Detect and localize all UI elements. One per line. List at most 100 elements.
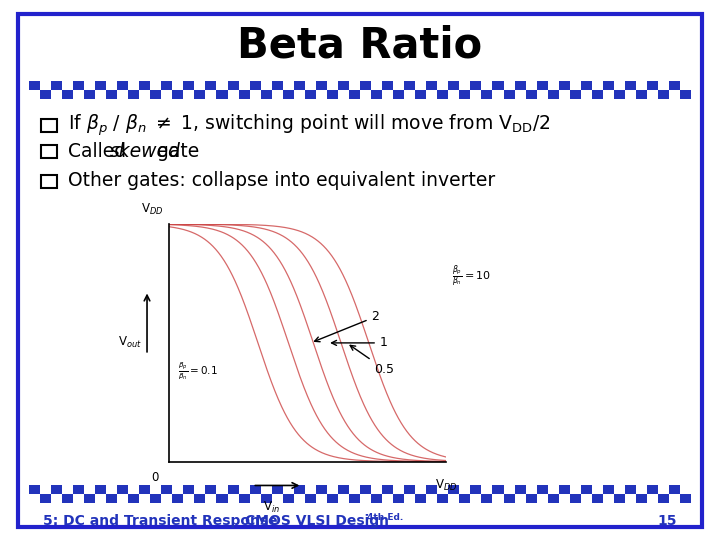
- Text: Called: Called: [68, 141, 132, 161]
- Bar: [559, 90, 570, 99]
- Bar: [515, 81, 526, 90]
- Text: V$_{out}$: V$_{out}$: [119, 335, 143, 350]
- Bar: [581, 495, 592, 503]
- Bar: [614, 495, 625, 503]
- Text: $\frac{\beta_p}{\beta_n}=0.1$: $\frac{\beta_p}{\beta_n}=0.1$: [178, 361, 217, 382]
- Bar: [426, 81, 437, 90]
- Bar: [570, 485, 581, 495]
- Bar: [283, 485, 294, 495]
- Bar: [250, 485, 261, 495]
- Bar: [536, 90, 548, 99]
- Bar: [669, 485, 680, 495]
- Bar: [492, 485, 503, 495]
- Bar: [647, 485, 658, 495]
- Bar: [349, 495, 360, 503]
- Bar: [217, 81, 228, 90]
- Bar: [360, 81, 371, 90]
- Text: 0.5: 0.5: [350, 346, 395, 375]
- Bar: [592, 90, 603, 99]
- Bar: [316, 485, 327, 495]
- Bar: [625, 485, 636, 495]
- Bar: [548, 81, 559, 90]
- Bar: [382, 81, 393, 90]
- Bar: [117, 90, 128, 99]
- Bar: [84, 495, 95, 503]
- Bar: [658, 495, 669, 503]
- Text: 1: 1: [331, 336, 388, 349]
- Text: 5: DC and Transient Response: 5: DC and Transient Response: [43, 514, 278, 528]
- Bar: [349, 81, 360, 90]
- Bar: [316, 495, 327, 503]
- Bar: [228, 485, 238, 495]
- Bar: [603, 485, 614, 495]
- Bar: [548, 495, 559, 503]
- Bar: [680, 90, 691, 99]
- Bar: [205, 90, 217, 99]
- Bar: [194, 495, 205, 503]
- Bar: [536, 485, 548, 495]
- Bar: [29, 81, 40, 90]
- Bar: [492, 90, 503, 99]
- Bar: [404, 90, 415, 99]
- Bar: [250, 495, 261, 503]
- Bar: [459, 90, 470, 99]
- Bar: [459, 485, 470, 495]
- Bar: [217, 495, 228, 503]
- Bar: [338, 485, 349, 495]
- Bar: [261, 90, 271, 99]
- Bar: [548, 485, 559, 495]
- Bar: [559, 495, 570, 503]
- Bar: [161, 90, 172, 99]
- Bar: [95, 81, 106, 90]
- Bar: [470, 495, 482, 503]
- Bar: [228, 90, 238, 99]
- Bar: [217, 90, 228, 99]
- Bar: [536, 81, 548, 90]
- Bar: [271, 485, 283, 495]
- Bar: [470, 90, 482, 99]
- Bar: [73, 81, 84, 90]
- Bar: [459, 495, 470, 503]
- Bar: [548, 90, 559, 99]
- Bar: [172, 90, 184, 99]
- Bar: [426, 90, 437, 99]
- Bar: [492, 495, 503, 503]
- Bar: [371, 485, 382, 495]
- Bar: [62, 81, 73, 90]
- Bar: [139, 90, 150, 99]
- Bar: [515, 90, 526, 99]
- Bar: [680, 485, 691, 495]
- Bar: [51, 485, 62, 495]
- Bar: [592, 81, 603, 90]
- Bar: [338, 90, 349, 99]
- Bar: [570, 81, 581, 90]
- Bar: [62, 90, 73, 99]
- Bar: [327, 485, 338, 495]
- Bar: [172, 485, 184, 495]
- Bar: [238, 90, 250, 99]
- Bar: [194, 81, 205, 90]
- Bar: [84, 81, 95, 90]
- Bar: [437, 495, 449, 503]
- Bar: [184, 81, 194, 90]
- Text: V$_{in}$: V$_{in}$: [264, 500, 280, 515]
- Bar: [40, 485, 51, 495]
- Bar: [470, 485, 482, 495]
- Bar: [128, 90, 139, 99]
- Bar: [371, 90, 382, 99]
- Bar: [415, 90, 426, 99]
- Bar: [470, 81, 482, 90]
- Bar: [250, 90, 261, 99]
- Bar: [139, 81, 150, 90]
- Bar: [526, 90, 536, 99]
- Bar: [338, 81, 349, 90]
- Bar: [128, 495, 139, 503]
- Bar: [503, 485, 515, 495]
- Bar: [316, 81, 327, 90]
- Text: 15: 15: [657, 514, 677, 528]
- Bar: [62, 495, 73, 503]
- Bar: [29, 485, 40, 495]
- Bar: [603, 90, 614, 99]
- Bar: [360, 495, 371, 503]
- Bar: [658, 485, 669, 495]
